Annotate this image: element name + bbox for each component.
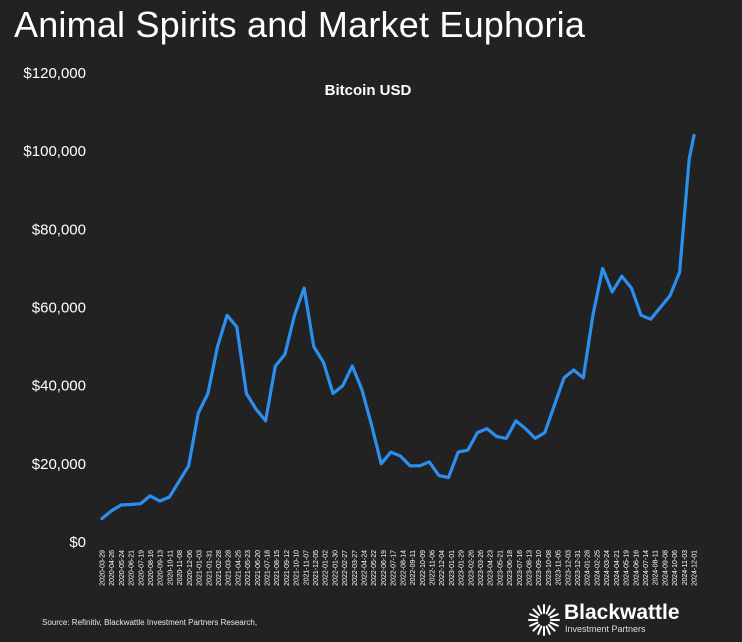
logo-name: Blackwattle [564,601,680,624]
chart-title: Bitcoin USD [325,82,412,99]
x-tick-label: 2024-12-01 [692,550,699,586]
y-tick-label: $0 [69,534,86,551]
x-tick-label: 2023-10-08 [546,550,553,586]
x-tick-label: 2024-09-08 [662,550,669,586]
source-note: Source: Refinitiv, Blackwattle Investmen… [42,618,258,627]
x-tick-label: 2023-09-10 [536,550,543,586]
x-tick-label: 2023-05-21 [497,550,504,586]
x-tick-label: 2022-07-17 [391,550,398,586]
series-line [100,133,696,521]
x-tick-label: 2022-05-22 [371,550,378,586]
x-tick-label: 2020-12-06 [187,550,194,586]
x-tick-label: 2023-01-01 [449,550,456,586]
x-tick-label: 2023-03-26 [478,550,485,586]
y-tick-label: $40,000 [32,378,86,395]
x-tick-label: 2020-07-19 [138,550,145,586]
x-tick-label: 2021-01-03 [197,550,204,586]
x-tick-label: 2021-01-31 [206,550,213,586]
x-tick-label: 2024-05-19 [624,550,631,586]
y-axis: $0 $20,000 $40,000 $60,000 $80,000 $100,000 $1… [23,65,86,551]
x-tick-label: 2022-11-06 [429,550,436,585]
x-tick-label: 2022-01-02 [323,550,330,586]
x-tick-label: 2022-10-09 [420,550,427,586]
x-tick-label: 2020-05-24 [119,550,126,586]
x-tick-label: 2020-04-26 [109,550,116,586]
series-layer [100,133,696,521]
y-tick-label: $60,000 [32,300,86,317]
x-tick-label: 2021-03-28 [226,550,233,586]
x-tick-label: 2021-09-12 [284,550,291,586]
x-tick-label: 2022-09-11 [410,550,417,585]
x-tick-label: 2022-04-24 [362,550,369,586]
y-tick-label: $80,000 [32,221,86,238]
x-tick-label: 2021-11-07 [303,550,310,585]
x-tick-label: 2021-05-23 [245,550,252,586]
x-axis: 2020-03-29 2020-04-26 2020-05-24 2020-06-21… [100,550,699,586]
x-tick-label: 2023-11-05 [556,550,563,585]
x-tick-label: 2022-02-27 [342,550,349,586]
x-tick-label: 2022-06-19 [381,550,388,586]
y-tick-label: $120,000 [23,65,86,82]
y-tick-label: $100,000 [23,143,86,160]
x-tick-label: 2022-03-27 [352,550,359,586]
x-tick-label: 2024-08-11 [653,550,660,585]
x-tick-label: 2023-12-31 [575,550,582,586]
x-tick-label: 2021-10-10 [294,550,301,586]
x-tick-label: 2020-08-16 [148,550,155,586]
x-tick-label: 2023-01-29 [459,550,466,586]
y-tick-label: $20,000 [32,456,86,473]
blackwattle-logo-icon [528,604,560,636]
blackwattle-logo: Blackwattle Investment Partners [528,601,708,638]
x-tick-label: 2024-06-16 [633,550,640,586]
x-tick-label: 2021-02-28 [216,550,223,586]
x-tick-label: 2024-02-25 [594,550,601,586]
x-tick-label: 2024-07-14 [643,550,650,586]
x-tick-label: 2020-11-08 [177,550,184,585]
x-tick-label: 2023-04-23 [488,550,495,586]
x-tick-label: 2021-08-15 [274,550,281,586]
x-tick-label: 2020-03-29 [100,550,107,586]
x-tick-label: 2021-04-25 [235,550,242,586]
slide-title: Animal Spirits and Market Euphoria [14,4,586,45]
x-tick-label: 2021-12-05 [313,550,320,586]
x-tick-label: 2023-08-13 [527,550,534,586]
x-tick-label: 2024-01-28 [585,550,592,586]
x-tick-label: 2022-12-04 [439,550,446,586]
logo-tagline: Investment Partners [565,624,646,634]
x-tick-label: 2023-06-18 [507,550,514,586]
x-tick-label: 2024-03-24 [604,550,611,586]
x-tick-label: 2023-07-16 [517,550,524,586]
x-tick-label: 2020-06-21 [129,550,136,586]
x-tick-label: 2024-10-06 [672,550,679,586]
x-tick-label: 2021-07-18 [264,550,271,586]
x-tick-label: 2022-01-30 [332,550,339,586]
x-tick-label: 2021-06-20 [255,550,262,586]
x-tick-label: 2020-10-11 [167,550,174,585]
x-tick-label: 2024-04-21 [614,550,621,586]
x-tick-label: 2023-02-26 [468,550,475,586]
x-tick-label: 2022-08-14 [400,550,407,586]
x-tick-label: 2023-12-03 [565,550,572,586]
x-tick-label: 2024-11-03 [682,550,689,585]
x-tick-label: 2020-09-13 [158,550,165,586]
